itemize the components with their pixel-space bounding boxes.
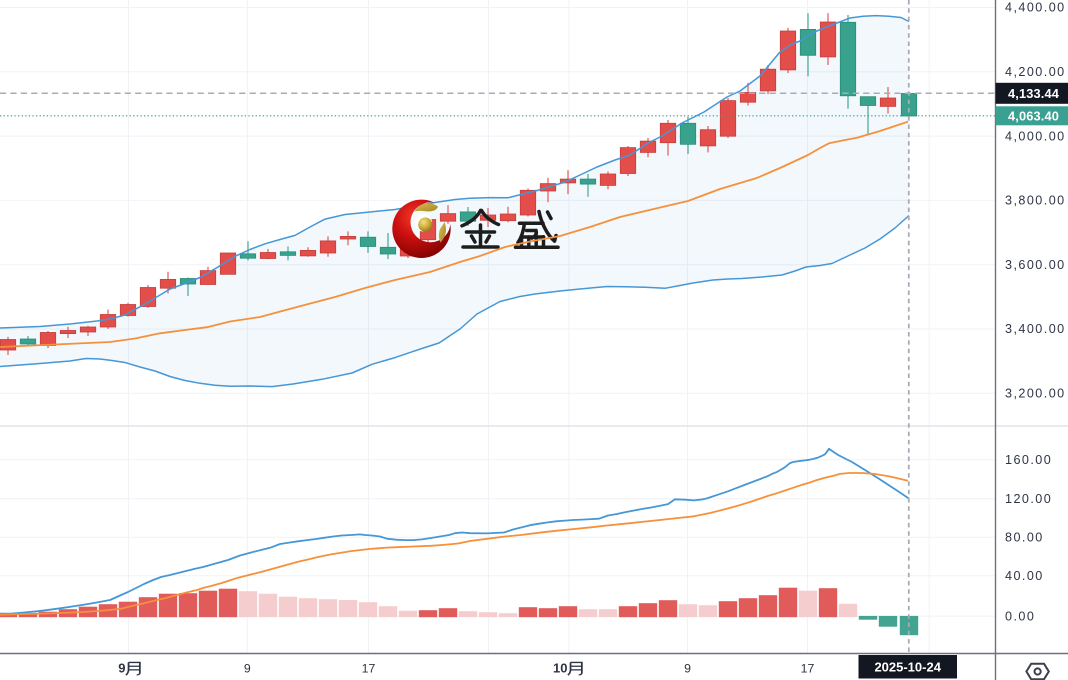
svg-text:10: 10 bbox=[553, 661, 567, 676]
svg-text:4,000.00: 4,000.00 bbox=[1005, 129, 1066, 143]
svg-text:4,063.40: 4,063.40 bbox=[1008, 109, 1059, 124]
svg-text:80.00: 80.00 bbox=[1005, 530, 1044, 544]
svg-text:40.00: 40.00 bbox=[1005, 569, 1044, 583]
svg-text:0.00: 0.00 bbox=[1005, 609, 1035, 623]
svg-text:9: 9 bbox=[244, 662, 251, 676]
svg-text:2025-10-24: 2025-10-24 bbox=[874, 660, 941, 675]
svg-text:4,133.44: 4,133.44 bbox=[1008, 86, 1060, 101]
svg-text:160.00: 160.00 bbox=[1005, 453, 1052, 467]
svg-text:9: 9 bbox=[684, 662, 691, 676]
svg-text:3,800.00: 3,800.00 bbox=[1005, 194, 1066, 208]
svg-text:3,200.00: 3,200.00 bbox=[1005, 387, 1066, 401]
svg-text:120.00: 120.00 bbox=[1005, 492, 1052, 506]
svg-text:9: 9 bbox=[118, 661, 125, 676]
svg-text:4,400.00: 4,400.00 bbox=[1005, 1, 1066, 15]
svg-text:17: 17 bbox=[801, 662, 815, 676]
svg-text:4,200.00: 4,200.00 bbox=[1005, 65, 1066, 79]
svg-text:3,400.00: 3,400.00 bbox=[1005, 322, 1066, 336]
svg-text:3,600.00: 3,600.00 bbox=[1005, 258, 1066, 272]
svg-text:17: 17 bbox=[362, 662, 376, 676]
